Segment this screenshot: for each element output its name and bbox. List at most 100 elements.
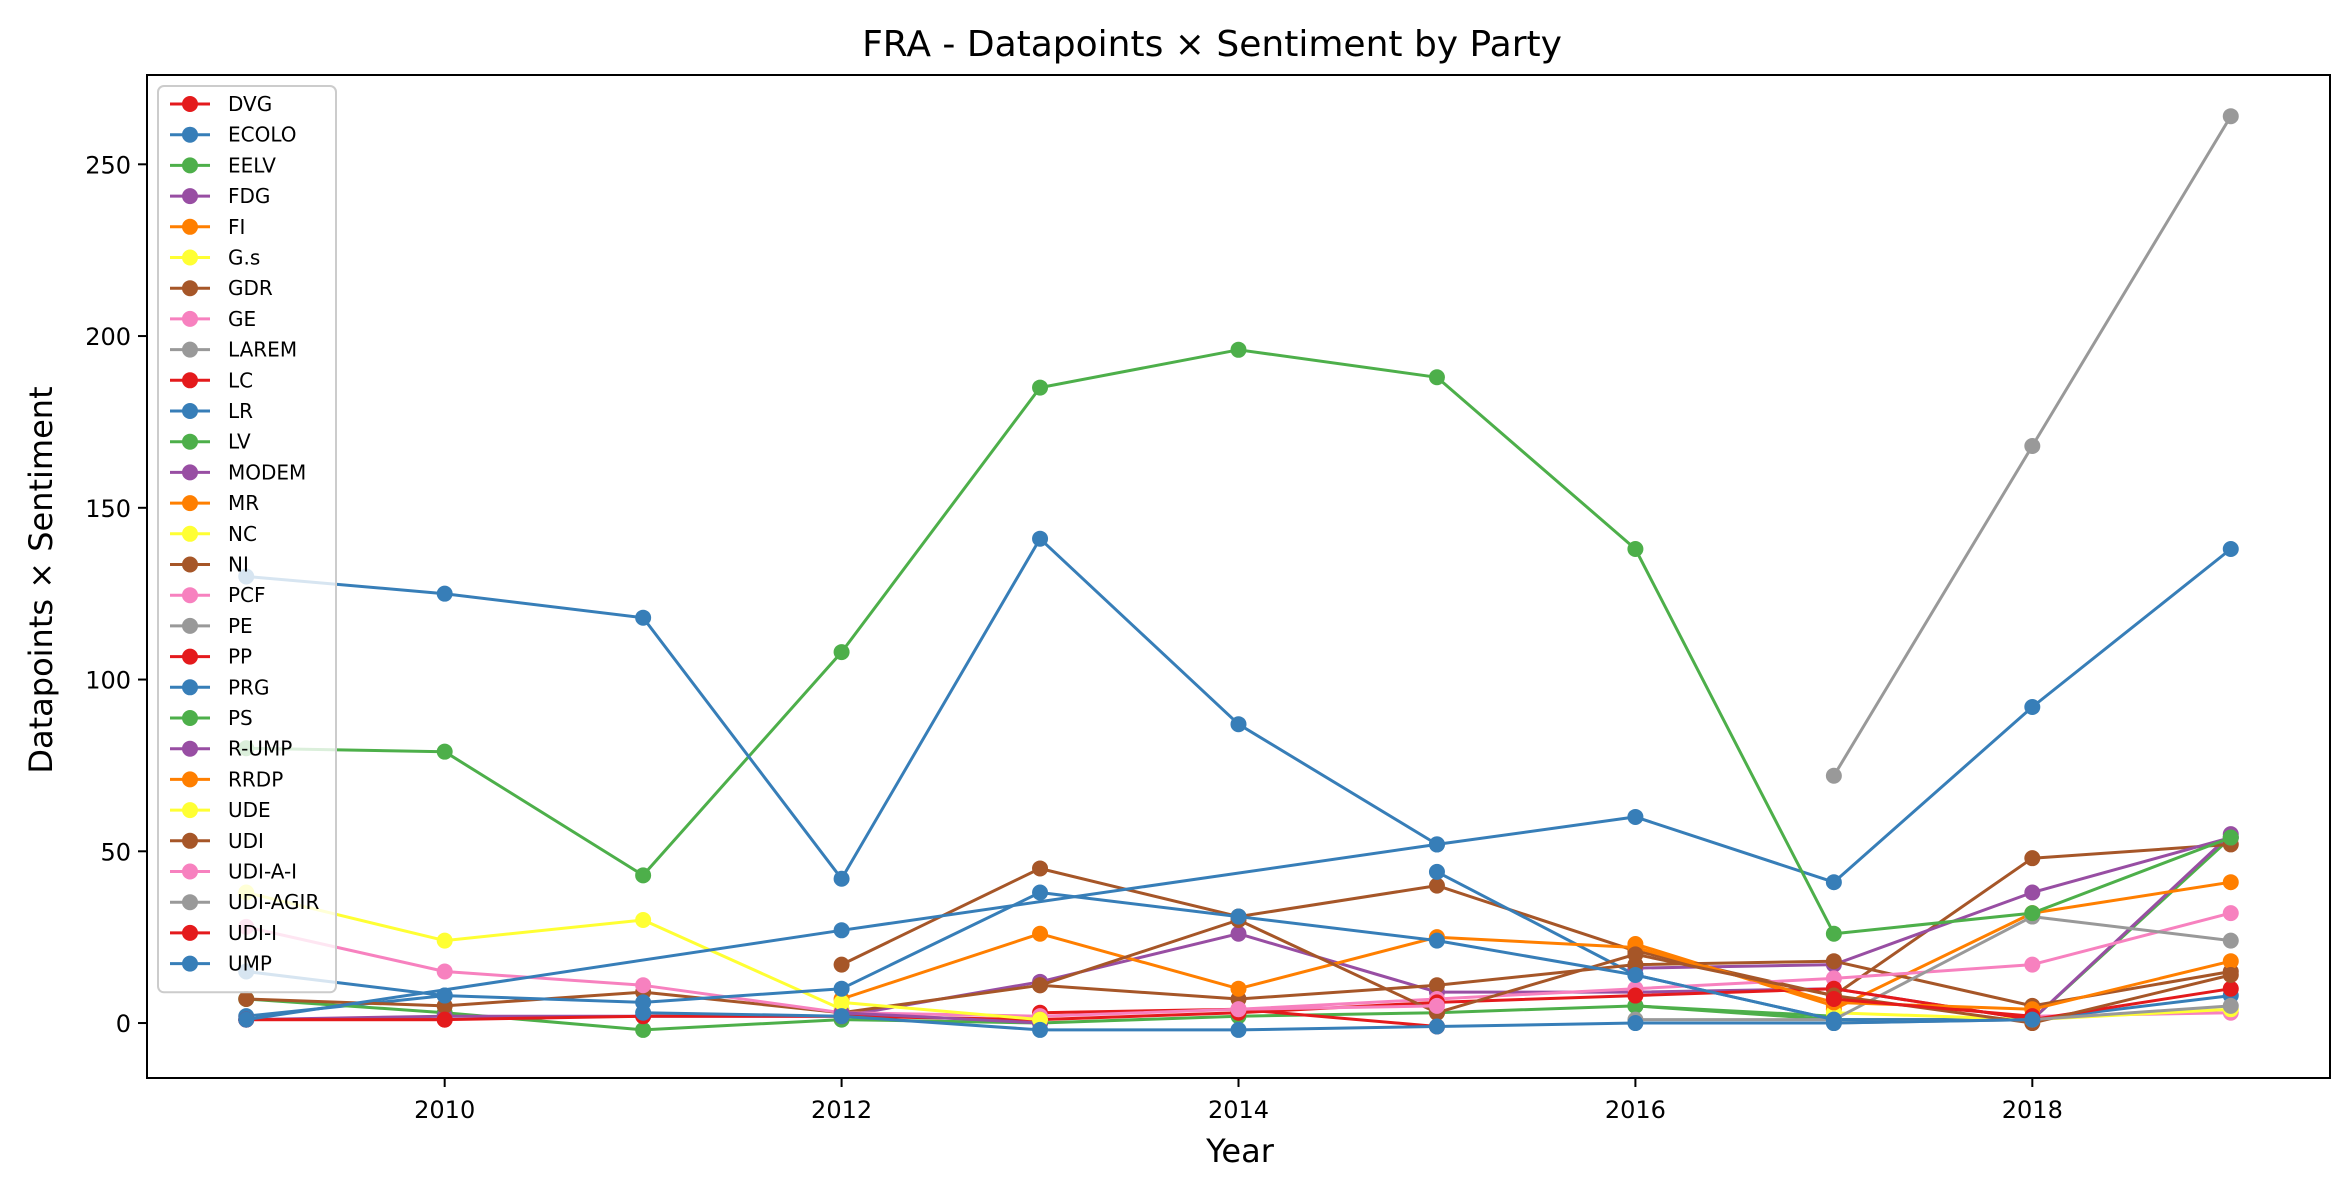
y-axis-label: Datapoints × Sentiment — [22, 386, 60, 773]
legend-item: GE — [170, 307, 256, 331]
data-point — [635, 911, 652, 928]
legend-swatch-marker — [182, 126, 198, 143]
data-point — [2024, 956, 2041, 973]
legend-item: PS — [170, 706, 253, 730]
legend-label: ECOLO — [228, 123, 297, 147]
series-prg — [238, 541, 2239, 1028]
data-point — [1428, 369, 1445, 386]
series-line — [245, 547, 2232, 1022]
legend-label: GDR — [228, 276, 273, 300]
series-ps — [238, 341, 2239, 942]
series-line — [1833, 997, 2033, 1018]
y-tick-label: 150 — [85, 495, 131, 523]
data-point — [1428, 836, 1445, 853]
legend-label: UDI-AGIR — [228, 890, 319, 914]
legend-label: NC — [228, 522, 257, 546]
legend-swatch-marker — [182, 587, 198, 604]
legend-swatch-marker — [182, 617, 198, 634]
legend-swatch-marker — [182, 341, 198, 358]
legend-swatch-marker — [182, 157, 198, 174]
legend-item: G.s — [170, 246, 260, 270]
data-point — [1627, 808, 1644, 825]
legend-item: MODEM — [170, 460, 306, 484]
data-point — [833, 1008, 850, 1025]
legend-swatch-marker — [182, 955, 198, 972]
data-point — [2222, 953, 2239, 970]
plot-area — [238, 108, 2239, 1038]
data-point — [1825, 874, 1842, 891]
data-point — [238, 990, 255, 1007]
legend-swatch-marker — [182, 863, 198, 880]
legend-swatch-marker — [182, 96, 198, 112]
legend-swatch-marker — [182, 310, 198, 327]
legend-item: FI — [170, 215, 245, 239]
series-line — [246, 537, 1438, 881]
legend-item: UDE — [170, 798, 271, 822]
data-point — [1230, 1021, 1247, 1038]
data-point — [436, 585, 453, 602]
data-point — [635, 1004, 652, 1021]
data-point — [833, 922, 850, 939]
data-point — [2222, 108, 2239, 125]
legend-swatch-marker — [182, 495, 198, 512]
data-point — [635, 609, 652, 626]
legend-swatch-marker — [182, 894, 198, 911]
legend-swatch-marker — [182, 218, 198, 235]
data-point — [1825, 953, 1842, 970]
data-point — [635, 1021, 652, 1038]
legend-item: R-UMP — [170, 737, 292, 761]
legend-item: PE — [170, 614, 253, 638]
legend-item: UDI-AGIR — [170, 890, 319, 914]
y-axis: 0 50 100 150 200 250 — [85, 151, 147, 1038]
legend-item: MR — [170, 491, 259, 515]
legend-label: UDI-I — [228, 921, 277, 945]
x-axis-label: Year — [1205, 1132, 1275, 1170]
legend-item: LC — [170, 368, 253, 392]
legend-label: LR — [228, 399, 253, 423]
legend-swatch-marker — [182, 740, 198, 757]
legend-label: G.s — [228, 246, 260, 270]
data-point — [1032, 884, 1049, 901]
data-point — [1032, 925, 1049, 942]
legend-label: R-UMP — [228, 737, 292, 761]
series-line — [1238, 1004, 1438, 1011]
legend-swatch-marker — [182, 372, 198, 389]
series-line — [840, 842, 2231, 998]
legend-swatch-marker — [182, 525, 198, 542]
series-line — [841, 932, 2232, 1011]
legend-swatch-marker — [182, 403, 198, 419]
legend-swatch-marker — [182, 556, 198, 573]
y-tick-label: 50 — [100, 838, 131, 866]
data-point — [2222, 829, 2239, 846]
legend-label: PCF — [228, 583, 266, 607]
legend-swatch-marker — [182, 771, 198, 788]
x-tick-label: 2018 — [2002, 1096, 2063, 1124]
data-point — [1428, 877, 1445, 894]
legend-swatch-marker — [182, 188, 198, 205]
data-point — [436, 932, 453, 949]
legend-swatch-marker — [182, 924, 198, 941]
y-tick-label: 100 — [85, 667, 131, 695]
series-line — [841, 1000, 1041, 1022]
legend-label: RRDP — [228, 767, 283, 791]
x-tick-label: 2014 — [1208, 1096, 1269, 1124]
series-unlabeled-30 — [635, 1004, 2041, 1038]
data-point — [1428, 1018, 1445, 1035]
chart-title: FRA - Datapoints × Sentiment by Party — [862, 24, 1562, 65]
legend-swatch-marker — [182, 464, 198, 481]
data-point — [1825, 990, 1842, 1007]
data-point — [1230, 980, 1247, 997]
data-point — [238, 1011, 255, 1028]
legend-swatch-marker — [182, 280, 198, 297]
data-point — [2024, 437, 2041, 454]
legend-label: NI — [228, 553, 249, 577]
series-udi-a-i — [1230, 997, 1445, 1018]
data-point — [2222, 980, 2239, 997]
legend-label: MODEM — [228, 460, 306, 484]
data-point — [2024, 1011, 2041, 1028]
data-point — [1428, 863, 1445, 880]
legend: DVG ECOLO EELV FDG FI G.s GDR GE LAREM LC LR LV MODE… — [157, 85, 337, 994]
legend-item: DVG — [170, 92, 272, 116]
data-point — [1627, 966, 1644, 983]
